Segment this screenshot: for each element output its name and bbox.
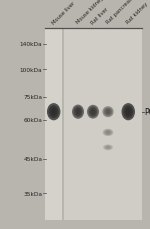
- Text: 75kDa: 75kDa: [23, 95, 42, 100]
- Text: Mouse liver: Mouse liver: [51, 0, 76, 25]
- Text: Rat liver: Rat liver: [90, 6, 109, 25]
- Ellipse shape: [72, 105, 84, 119]
- Ellipse shape: [107, 110, 109, 114]
- Ellipse shape: [76, 110, 80, 115]
- Ellipse shape: [104, 108, 112, 116]
- Ellipse shape: [122, 104, 135, 121]
- Text: 45kDa: 45kDa: [23, 157, 42, 162]
- Ellipse shape: [74, 107, 82, 117]
- Ellipse shape: [107, 147, 109, 149]
- Ellipse shape: [90, 108, 96, 116]
- Ellipse shape: [104, 146, 112, 150]
- Ellipse shape: [50, 107, 57, 117]
- Ellipse shape: [107, 131, 109, 134]
- Bar: [45, 29, 62, 220]
- Text: 100kDa: 100kDa: [20, 67, 42, 72]
- Text: Rat pancreas: Rat pancreas: [105, 0, 133, 25]
- Ellipse shape: [103, 129, 113, 136]
- Ellipse shape: [47, 104, 60, 121]
- Ellipse shape: [92, 110, 94, 114]
- Ellipse shape: [49, 106, 59, 119]
- Ellipse shape: [105, 131, 111, 135]
- Bar: [64, 29, 142, 220]
- Ellipse shape: [125, 107, 132, 117]
- Ellipse shape: [127, 109, 130, 115]
- Text: Rat kidney: Rat kidney: [125, 2, 149, 25]
- Text: PCK1: PCK1: [144, 108, 150, 117]
- Ellipse shape: [88, 107, 98, 117]
- Text: 35kDa: 35kDa: [23, 191, 42, 196]
- Ellipse shape: [52, 109, 55, 115]
- Text: Mouse kidney: Mouse kidney: [75, 0, 104, 25]
- Ellipse shape: [106, 146, 110, 149]
- Ellipse shape: [105, 109, 111, 115]
- Ellipse shape: [87, 105, 99, 119]
- Ellipse shape: [75, 108, 81, 116]
- Ellipse shape: [104, 130, 112, 136]
- Text: 140kDa: 140kDa: [20, 42, 42, 47]
- Ellipse shape: [103, 145, 113, 151]
- Text: 60kDa: 60kDa: [23, 118, 42, 123]
- Ellipse shape: [102, 107, 114, 118]
- Ellipse shape: [123, 106, 133, 119]
